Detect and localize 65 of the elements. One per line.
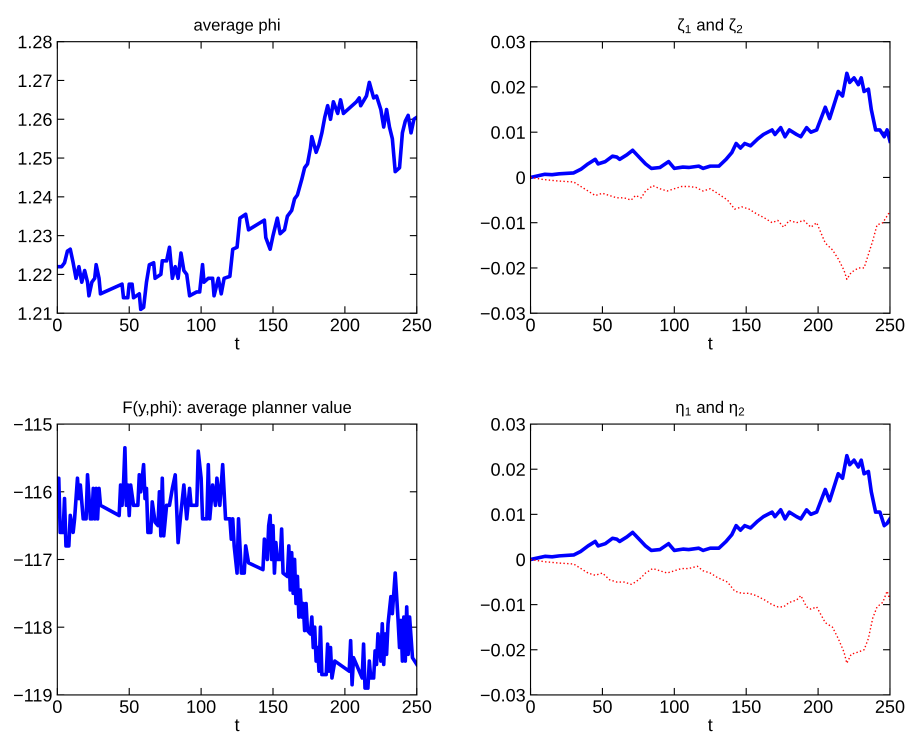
chart-title: average phi xyxy=(194,18,280,34)
chart-title: ζ$_{1}$ and ζ$_{2}$ xyxy=(678,18,742,34)
y-tick-label: −0.03 xyxy=(480,307,525,320)
y-tick-label: 0.03 xyxy=(491,36,525,48)
x-tick-label: 50 xyxy=(593,700,612,714)
x-tick-label: 50 xyxy=(120,318,139,332)
y-tick-label: 0.02 xyxy=(491,80,525,94)
x-tick-label: 100 xyxy=(187,318,216,332)
y-tick-label: −115 xyxy=(14,418,52,431)
x-tick-label: 0 xyxy=(53,318,62,332)
x-tick-label: 200 xyxy=(804,700,832,714)
x-axis-title: t xyxy=(234,338,240,350)
y-tick-label: −0.01 xyxy=(480,216,525,230)
x-tick-label: 100 xyxy=(187,700,216,714)
x-tick-label: 0 xyxy=(526,318,535,332)
x-tick-label: 100 xyxy=(660,700,689,714)
y-tick-label: 0.02 xyxy=(491,463,525,476)
line-series xyxy=(57,80,417,312)
y-tick-label: −118 xyxy=(14,621,52,634)
x-axis-title: t xyxy=(708,338,713,350)
x-tick-label: 150 xyxy=(732,700,761,714)
y-tick-label: 1.28 xyxy=(18,36,52,48)
x-tick-label: 250 xyxy=(402,700,432,714)
y-tick-label: −0.02 xyxy=(480,644,525,656)
y-tick-label: −117 xyxy=(14,554,52,566)
y-tick-label: 0.01 xyxy=(491,126,525,139)
y-tick-label: 1.23 xyxy=(18,230,52,242)
chart-title: F(y,phi): average planner value xyxy=(124,400,352,416)
line-series xyxy=(530,176,890,280)
x-tick-label: 50 xyxy=(120,700,139,714)
y-tick-label: 1.27 xyxy=(18,74,52,87)
y-tick-label: −116 xyxy=(14,486,52,499)
y-tick-label: 1.22 xyxy=(18,268,52,281)
line-series xyxy=(530,72,890,180)
x-axis-title: t xyxy=(234,719,240,732)
x-tick-label: 150 xyxy=(732,318,761,332)
y-tick-label: 1.26 xyxy=(18,113,52,126)
x-tick-label: 200 xyxy=(330,700,360,714)
x-axis-title: t xyxy=(708,719,713,732)
x-tick-label: 250 xyxy=(876,700,904,714)
y-tick-label: −0.02 xyxy=(480,262,525,275)
x-tick-label: 0 xyxy=(53,700,62,714)
x-tick-label: 250 xyxy=(876,318,904,332)
line-series xyxy=(530,558,890,664)
y-tick-label: −0.03 xyxy=(480,688,525,702)
y-tick-label: 0.03 xyxy=(491,418,525,431)
y-tick-label: −119 xyxy=(14,688,52,702)
y-tick-label: 1.24 xyxy=(18,190,52,204)
x-tick-label: 150 xyxy=(259,700,288,714)
x-tick-label: 150 xyxy=(259,318,288,332)
x-tick-label: 200 xyxy=(804,318,832,332)
y-tick-label: 0 xyxy=(516,553,525,566)
y-tick-label: 1.25 xyxy=(18,152,52,165)
x-tick-label: 200 xyxy=(330,318,360,332)
y-tick-label: 1.21 xyxy=(18,307,52,320)
x-tick-label: 0 xyxy=(526,700,535,714)
y-tick-label: 0.01 xyxy=(491,508,525,522)
y-tick-label: −0.01 xyxy=(480,598,525,612)
x-tick-label: 50 xyxy=(593,318,612,332)
chart-title: η$_{1}$ and η$_{2}$ xyxy=(676,400,744,416)
y-tick-label: 0 xyxy=(516,171,525,184)
line-series xyxy=(57,446,417,690)
line-series xyxy=(530,454,890,562)
x-tick-label: 100 xyxy=(660,318,689,332)
x-tick-label: 250 xyxy=(402,318,432,332)
